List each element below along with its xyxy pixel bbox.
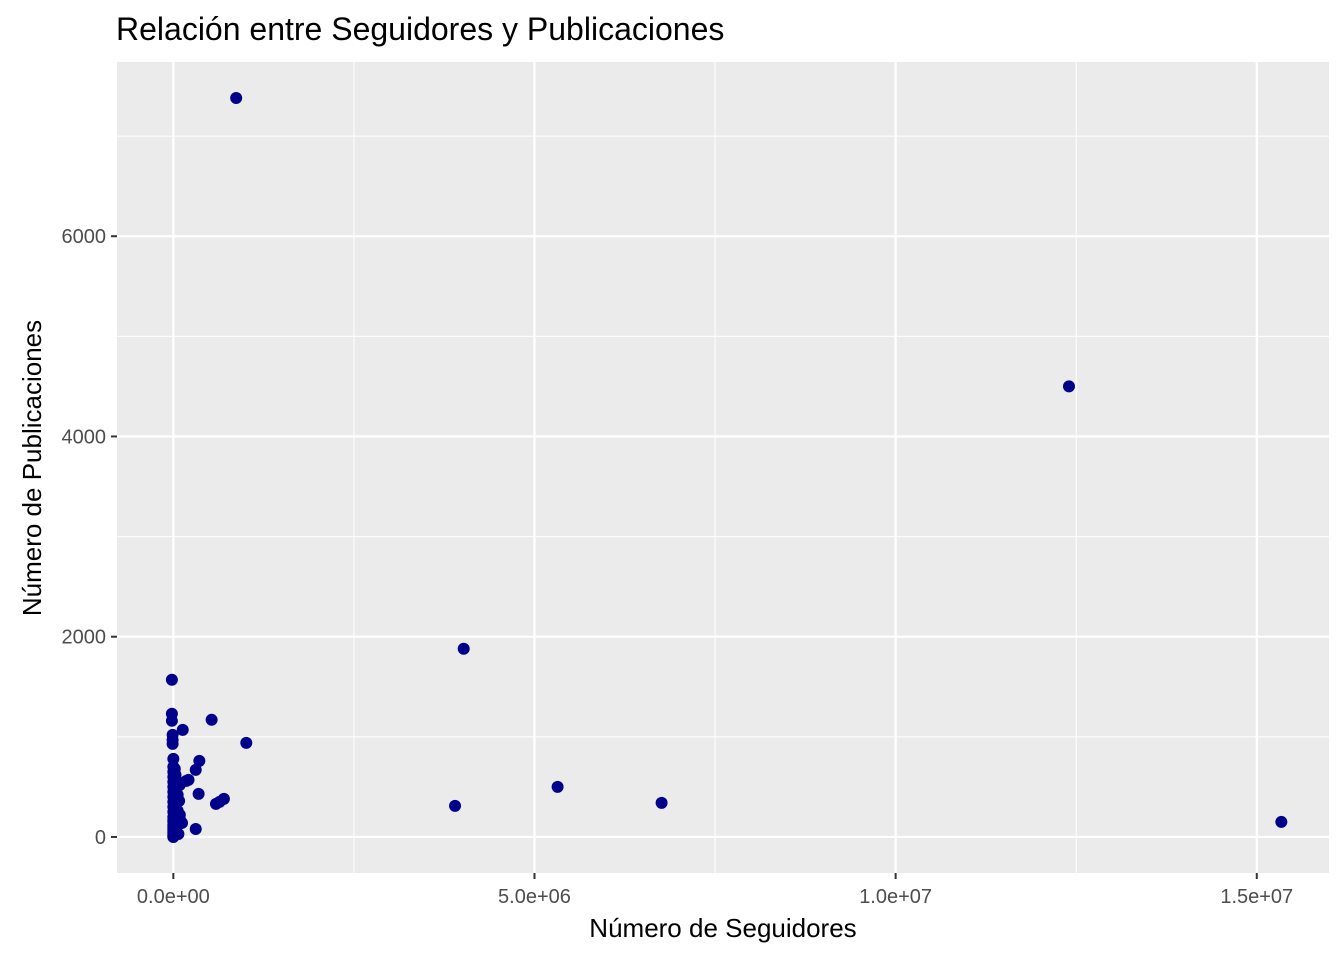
data-point bbox=[192, 787, 205, 800]
x-axis-title: Número de Seguidores bbox=[589, 913, 856, 943]
data-point bbox=[189, 763, 202, 776]
x-tick-label: 1.0e+07 bbox=[859, 886, 932, 908]
data-points bbox=[165, 92, 1288, 843]
data-point bbox=[165, 714, 178, 727]
data-point bbox=[176, 723, 189, 736]
data-point bbox=[193, 754, 206, 767]
data-point bbox=[240, 736, 253, 749]
data-point bbox=[1275, 815, 1288, 828]
chart-title: Relación entre Seguidores y Publicacione… bbox=[116, 11, 724, 47]
data-point bbox=[166, 737, 179, 750]
x-tick-label: 0.0e+00 bbox=[137, 886, 210, 908]
y-axis: 0 2000 4000 6000 bbox=[62, 226, 117, 849]
y-tick-label: 2000 bbox=[62, 627, 107, 649]
minor-gridlines bbox=[117, 62, 1329, 873]
data-point bbox=[180, 774, 193, 787]
data-point bbox=[449, 799, 462, 812]
y-axis-title: Número de Publicaciones bbox=[17, 320, 47, 616]
y-tick-label: 6000 bbox=[62, 226, 107, 248]
data-point bbox=[189, 822, 202, 835]
data-point bbox=[551, 780, 564, 793]
data-point bbox=[172, 827, 185, 840]
x-axis: 0.0e+00 5.0e+06 1.0e+07 1.5e+07 bbox=[137, 873, 1293, 908]
x-tick-label: 1.5e+07 bbox=[1220, 886, 1293, 908]
data-point bbox=[1062, 380, 1075, 393]
y-tick-label: 4000 bbox=[62, 426, 107, 448]
data-point bbox=[165, 673, 178, 686]
data-point bbox=[205, 713, 218, 726]
x-tick-label: 5.0e+06 bbox=[498, 886, 571, 908]
data-point bbox=[457, 642, 470, 655]
y-tick-label: 0 bbox=[95, 827, 106, 849]
data-point bbox=[230, 92, 243, 105]
data-point bbox=[173, 794, 186, 807]
plot-panel bbox=[117, 62, 1329, 873]
data-point bbox=[209, 797, 222, 810]
data-point bbox=[655, 796, 668, 809]
major-gridlines bbox=[117, 62, 1329, 873]
